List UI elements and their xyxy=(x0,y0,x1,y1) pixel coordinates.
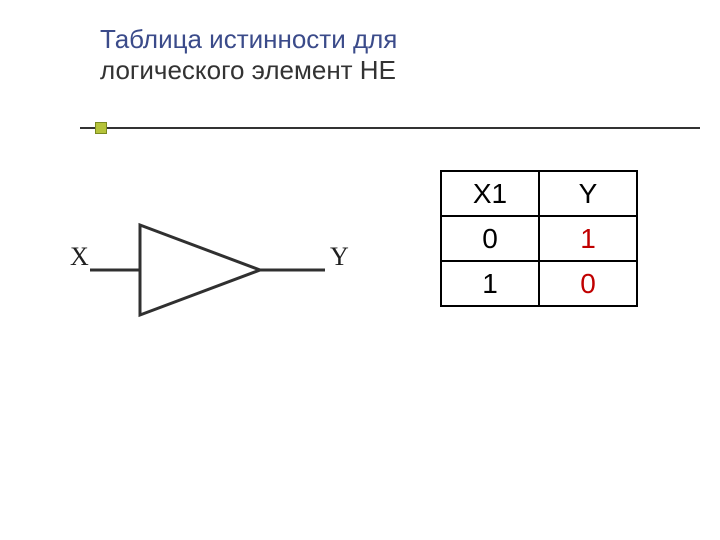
not-gate-svg xyxy=(70,210,360,340)
cell-r1-c1: 0 xyxy=(539,261,637,306)
table-row: 0 1 xyxy=(441,216,637,261)
bullet-square-icon xyxy=(95,122,107,134)
truth-table: X1 Y 0 1 1 0 xyxy=(440,170,638,307)
col-header-x1: X1 xyxy=(441,171,539,216)
title-rule xyxy=(0,122,720,134)
title-line-2: логического элемент НЕ xyxy=(100,55,680,86)
cell-r1-c0: 1 xyxy=(441,261,539,306)
gate-triangle-icon xyxy=(140,225,260,315)
gate-output-label: Y xyxy=(330,242,349,272)
cell-r0-c1: 1 xyxy=(539,216,637,261)
table-header-row: X1 Y xyxy=(441,171,637,216)
horizontal-rule xyxy=(80,127,700,129)
cell-r0-c0: 0 xyxy=(441,216,539,261)
title-area: Таблица истинности для логического элеме… xyxy=(0,0,720,96)
col-header-y: Y xyxy=(539,171,637,216)
title-line-1: Таблица истинности для xyxy=(100,24,680,55)
table-row: 1 0 xyxy=(441,261,637,306)
not-gate-diagram: X Y xyxy=(70,210,360,340)
gate-input-label: X xyxy=(70,242,89,272)
content-area: X Y X1 Y 0 1 1 0 xyxy=(0,170,720,490)
